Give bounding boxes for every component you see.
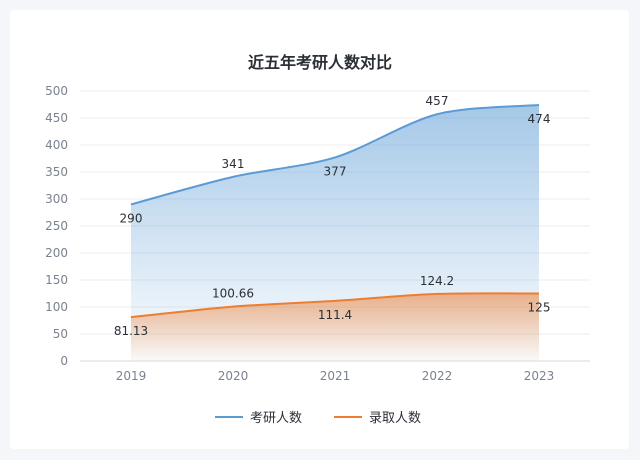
y-tick-label: 50 (53, 327, 68, 341)
data-label: 81.13 (114, 324, 148, 338)
x-tick-label: 2023 (524, 369, 555, 383)
chart-title: 近五年考研人数对比 (248, 53, 392, 72)
series-area-1 (131, 293, 539, 361)
data-label: 290 (120, 211, 143, 225)
y-tick-label: 450 (45, 111, 68, 125)
series-line-1[interactable] (130, 292, 540, 319)
y-tick-label: 350 (45, 165, 68, 179)
x-axis: 2019 2020 2021 2022 2023 (116, 369, 555, 383)
y-tick-label: 400 (45, 138, 68, 152)
data-label: 377 (324, 164, 347, 178)
x-tick-label: 2019 (116, 369, 147, 383)
y-tick-label: 200 (45, 246, 68, 260)
y-tick-label: 100 (45, 300, 68, 314)
legend-label-0[interactable]: 考研人数 (250, 411, 302, 426)
x-tick-label: 2022 (422, 369, 453, 383)
legend: 考研人数 录取人数 (215, 411, 421, 426)
data-label: 100.66 (212, 287, 254, 301)
data-label: 111.4 (318, 308, 352, 322)
data-label: 341 (222, 157, 245, 171)
data-label: 457 (426, 94, 449, 108)
x-tick-label: 2020 (218, 369, 249, 383)
y-tick-label: 300 (45, 192, 68, 206)
series-line-0[interactable] (130, 104, 540, 206)
y-tick-label: 500 (45, 84, 68, 98)
y-tick-label: 0 (60, 354, 68, 368)
series-lines (130, 104, 540, 319)
y-tick-label: 250 (45, 219, 68, 233)
y-tick-label: 150 (45, 273, 68, 287)
data-label: 474 (528, 112, 551, 126)
data-label: 125 (528, 301, 551, 315)
legend-label-1[interactable]: 录取人数 (369, 411, 421, 426)
x-tick-label: 2021 (320, 369, 351, 383)
data-label: 124.2 (420, 274, 454, 288)
y-axis: 0 50 100 150 200 250 300 350 400 450 500 (45, 84, 68, 368)
data-labels: 290 341 377 457 474 81.13 100.66 111.4 124.2 125 (114, 94, 551, 338)
series-areas (131, 105, 539, 361)
